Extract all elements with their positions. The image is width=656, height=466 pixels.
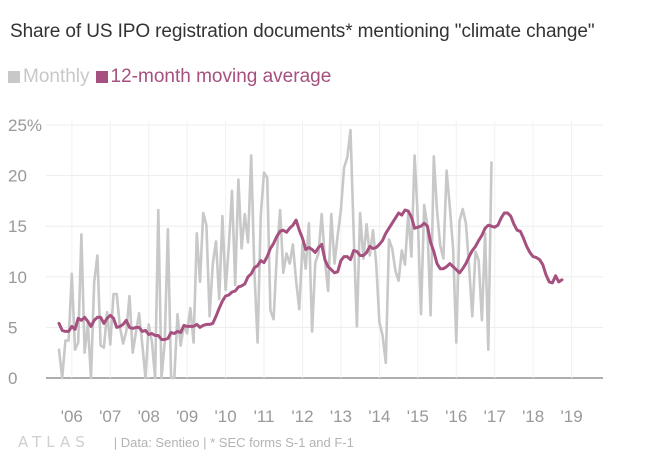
x-tick-label: '06 xyxy=(61,407,83,426)
x-tick-label: '18 xyxy=(522,407,544,426)
x-tick-label: '17 xyxy=(484,407,506,426)
x-axis: '06 '07 '08 '09 '10 '11 '12 '13 '14 '15 '16 '17 '18 '… xyxy=(61,407,583,426)
legend: Monthly 12-month moving average xyxy=(8,66,337,88)
y-tick-label: 5 xyxy=(8,318,17,337)
gridlines xyxy=(46,121,603,379)
x-tick-label: '11 xyxy=(254,407,275,426)
x-tick-label: '15 xyxy=(407,407,429,426)
x-tick-label: '10 xyxy=(215,407,237,426)
legend-item-moving-average: 12-month moving average xyxy=(95,66,332,88)
x-tick-label: '09 xyxy=(176,407,198,426)
series-layer xyxy=(57,128,564,380)
y-tick-label: 20 xyxy=(8,167,27,186)
source-note: | Data: Sentieo | * SEC forms S-1 and F-… xyxy=(113,434,354,450)
legend-swatch-monthly xyxy=(8,71,20,83)
series-line-monthly xyxy=(57,128,493,380)
x-tick-label: '08 xyxy=(138,407,160,426)
legend-swatch-moving-average xyxy=(95,71,108,83)
legend-label-moving-average: 12-month moving average xyxy=(110,66,332,87)
x-tick-label: '07 xyxy=(99,407,121,426)
y-tick-label: 10 xyxy=(8,268,27,287)
x-tick-label: '14 xyxy=(368,407,390,426)
footer: ATLAS | Data: Sentieo | * SEC forms S-1 … xyxy=(18,433,354,451)
x-tick-label: '13 xyxy=(330,407,352,426)
y-tick-label: 0 xyxy=(8,369,17,388)
y-tick-label: 15 xyxy=(8,217,27,236)
x-tick-label: '12 xyxy=(291,407,313,426)
series-line-moving-average xyxy=(57,208,564,341)
atlas-logo: ATLAS xyxy=(18,433,90,451)
legend-label-monthly: Monthly xyxy=(23,66,90,87)
x-tick-label: '19 xyxy=(561,407,583,426)
x-tick-label: '16 xyxy=(445,407,467,426)
legend-item-monthly: Monthly xyxy=(8,66,90,88)
y-axis: 0 5 10 15 20 25% xyxy=(8,116,42,388)
y-tick-label: 25% xyxy=(8,116,42,135)
chart-title: Share of US IPO registration documents* … xyxy=(10,21,595,42)
